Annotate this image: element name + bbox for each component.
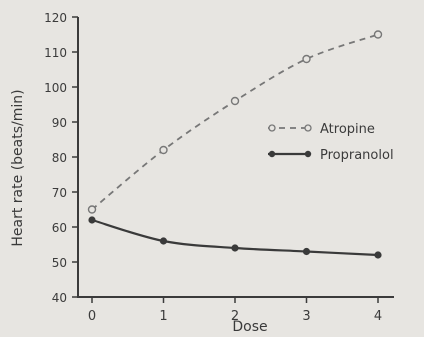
y-tick-label: 80 (52, 151, 67, 165)
x-tick-label: 0 (88, 309, 96, 324)
data-point (88, 216, 96, 224)
x-tick-label: 4 (374, 309, 382, 324)
data-point (373, 30, 383, 39)
x-tick-label: 3 (302, 309, 310, 324)
legend-label: Propranolol (320, 148, 394, 163)
y-tick-label: 60 (52, 221, 67, 235)
data-point (374, 251, 382, 259)
legend-marker (268, 124, 276, 132)
x-tick-label: 2 (231, 309, 239, 324)
legend-marker (268, 150, 276, 158)
data-point (159, 237, 168, 245)
legend-label: Atropine (320, 122, 375, 137)
y-tick-label: 50 (52, 256, 67, 270)
legend: Atropine Propranolol (268, 122, 394, 163)
y-tick-label: 70 (52, 186, 67, 200)
y-tick-label: 100 (44, 81, 67, 95)
series-layer (87, 30, 383, 259)
axes: 40 50 60 70 80 90 100 110 120 0 1 2 3 4 (44, 11, 394, 324)
y-axis-label: Heart rate (beats/min) (10, 89, 26, 246)
legend-marker (304, 124, 312, 132)
legend-item-propranolol: Propranolol (268, 148, 394, 163)
y-tick-label: 120 (44, 11, 67, 25)
data-point (302, 247, 311, 256)
series-atropine (87, 30, 383, 214)
y-tick-label: 40 (52, 291, 67, 305)
y-tick-label: 90 (52, 116, 67, 130)
y-tick-label: 110 (44, 46, 67, 60)
series-propranolol (88, 216, 382, 259)
data-point (302, 54, 311, 64)
data-point (231, 244, 239, 252)
x-tick-label: 1 (159, 309, 167, 324)
legend-item-atropine: Atropine (268, 122, 375, 137)
legend-marker (304, 150, 312, 158)
data-point (230, 96, 240, 106)
x-axis-label: Dose (232, 319, 267, 335)
data-point (87, 205, 97, 214)
data-point (159, 145, 168, 155)
